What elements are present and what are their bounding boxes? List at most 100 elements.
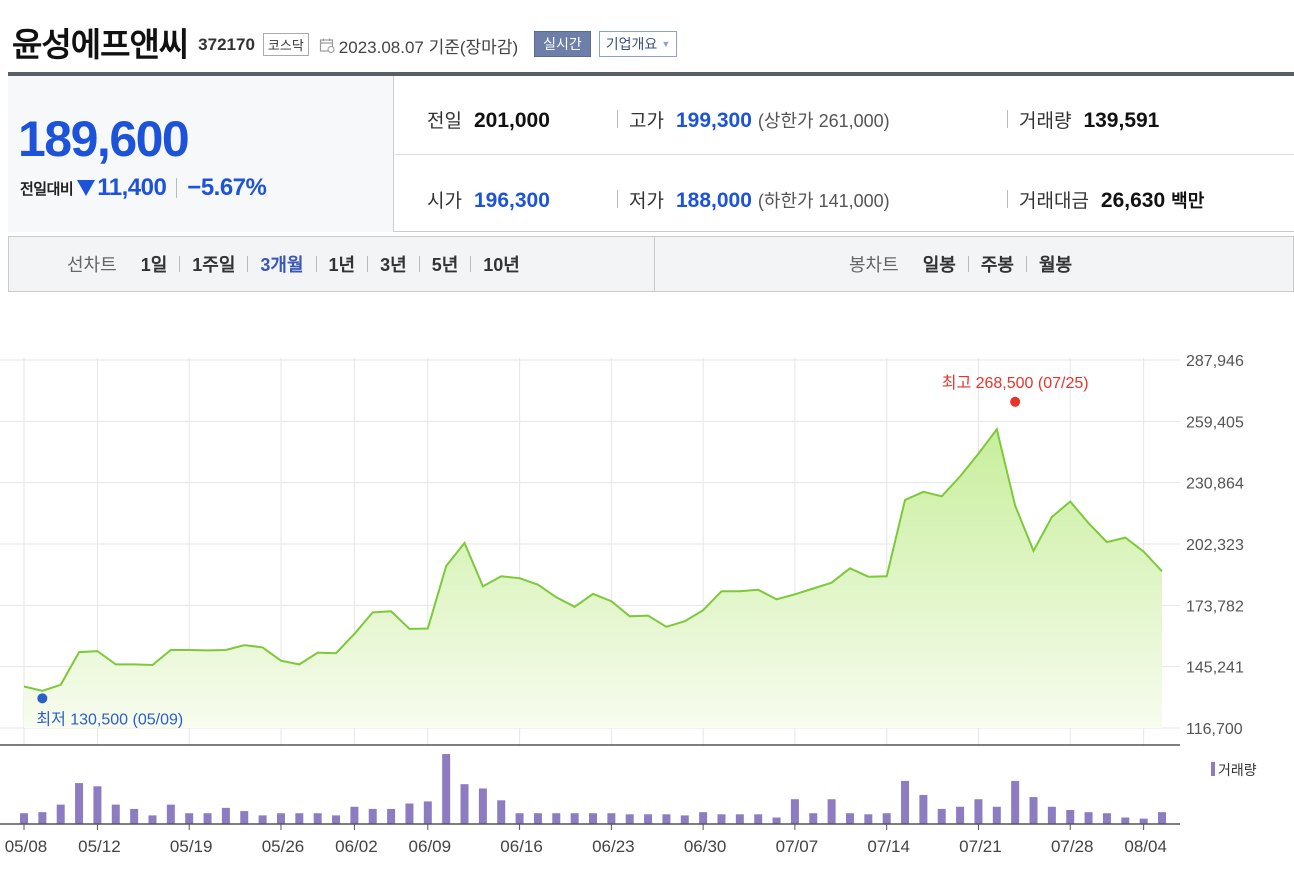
volume-bar: [625, 814, 634, 824]
y-tick-label: 145,241: [1186, 660, 1244, 677]
x-tick-label: 05/26: [262, 837, 305, 856]
calendar-icon: [319, 37, 335, 53]
volume-bar: [919, 794, 928, 824]
x-tick-label: 06/02: [335, 837, 378, 856]
stat-open: 시가 196,300: [427, 186, 550, 213]
volume-bar: [295, 813, 304, 824]
x-tick-label: 07/14: [867, 837, 910, 856]
divider: [179, 256, 181, 272]
volume-bar: [1121, 817, 1130, 824]
change-rate: −5.67%: [187, 174, 267, 201]
candle-chart-title: 봉차트: [849, 255, 899, 275]
x-tick-label: 07/28: [1051, 837, 1094, 856]
volume-bar: [1084, 812, 1093, 824]
realtime-button[interactable]: 실시간: [534, 31, 591, 57]
volume-bar: [240, 811, 249, 824]
price-chart: 287,946 259,405 230,864 202,323 173,782 145,2…: [0, 353, 1257, 856]
volume-bar: [901, 780, 910, 824]
volume-bar: [313, 813, 322, 824]
volume-bar: [533, 813, 542, 824]
volume-bar: [148, 815, 157, 824]
base-date: 2023.08.07 기준(장마감): [338, 37, 519, 57]
stat-value: 201,000: [473, 109, 550, 132]
volume-bar: [332, 815, 341, 824]
volume-bar: [75, 783, 84, 824]
x-tick-label: 07/07: [776, 837, 819, 856]
price-area: [24, 429, 1162, 728]
volume-bar: [827, 799, 836, 824]
volume-bar: [1029, 797, 1038, 824]
tab-weekly-candle[interactable]: 주봉: [980, 255, 1014, 275]
tab-1day[interactable]: 1일: [140, 255, 168, 275]
stat-sub: (상한가 261,000): [757, 111, 890, 131]
overview-label: 기업개요: [605, 36, 658, 52]
y-tick-label: 259,405: [1186, 414, 1244, 431]
volume-bar: [442, 754, 451, 824]
price-stats: 전일 201,000 고가 199,300 (상한가 261,000) 거래량 …: [395, 76, 1294, 232]
tab-10year[interactable]: 10년: [483, 255, 520, 275]
x-tick-label: 05/12: [78, 837, 121, 856]
chart-period-tabs: 선차트 1일 1주일 3개월 1년 3년 5년 10년 봉차트 일봉 주봉 월봉: [8, 236, 1294, 292]
stock-header: 윤성에프앤씨 372170 코스닥 2023.08.07 기준(장마감) 실시간…: [12, 18, 678, 66]
company-overview-dropdown[interactable]: 기업개요 ▼: [598, 31, 678, 57]
volume-bar: [258, 815, 267, 824]
stat-high: 고가 199,300 (상한가 261,000): [629, 106, 890, 133]
volume-bar: [478, 788, 487, 824]
divider: [617, 190, 618, 208]
volume-bar: [937, 808, 946, 824]
company-name: 윤성에프앤씨: [12, 26, 189, 63]
volume-legend-swatch: [1211, 762, 1215, 776]
volume-bar: [956, 806, 965, 824]
divider: [654, 237, 655, 291]
stat-prev-close: 전일 201,000: [427, 106, 550, 133]
change-amount: 11,400: [97, 174, 167, 201]
stat-label: 시가: [427, 191, 462, 212]
volume-bar: [56, 804, 65, 824]
tab-5year[interactable]: 5년: [431, 255, 459, 275]
min-label: 최저 130,500 (05/09): [36, 710, 183, 728]
down-arrow-icon: [77, 180, 96, 196]
max-point-marker: [1010, 396, 1021, 407]
tab-3year[interactable]: 3년: [380, 255, 407, 275]
stat-value: 196,300: [473, 189, 550, 212]
stat-volume: 거래량 139,591: [1019, 106, 1159, 133]
divider: [470, 256, 472, 272]
tab-daily-candle[interactable]: 일봉: [922, 255, 956, 275]
x-tick-label: 08/04: [1124, 837, 1167, 856]
volume-bar: [221, 807, 230, 824]
volume-bar: [772, 817, 781, 824]
volume-bar: [185, 813, 194, 824]
tab-3month[interactable]: 3개월: [260, 255, 304, 275]
volume-bar: [515, 813, 524, 824]
volume-bar: [203, 813, 212, 824]
tab-monthly-candle[interactable]: 월봉: [1038, 255, 1073, 275]
market-badge: 코스닥: [262, 32, 309, 56]
tab-1week[interactable]: 1주일: [192, 255, 236, 275]
volume-bar: [717, 814, 726, 824]
volume-bar: [460, 784, 469, 824]
volume-bar: [809, 813, 818, 824]
volume-legend: 거래량: [1218, 762, 1257, 778]
price-line: [23, 427, 1163, 692]
volume-bar: [607, 813, 616, 824]
volume-bar: [1158, 812, 1166, 824]
volume-bar: [882, 813, 891, 824]
stat-label: 고가: [629, 111, 664, 132]
volume-bar: [552, 813, 561, 824]
divider: [967, 256, 969, 272]
line-chart-title: 선차트: [67, 255, 117, 275]
volume-bar: [699, 812, 708, 824]
volume-bar: [350, 806, 359, 824]
volume-bar: [1047, 806, 1056, 824]
price-panel: 189,600 전일대비 11,400 −5.67% 전일 201,000 고가…: [8, 72, 1294, 232]
stat-unit: 백만: [1171, 191, 1205, 211]
tab-1year[interactable]: 1년: [328, 255, 356, 275]
volume-bar: [680, 815, 689, 824]
volume-bar: [644, 814, 653, 824]
volume-bar: [735, 814, 744, 824]
stat-value: 188,000: [675, 189, 752, 212]
divider: [315, 256, 317, 272]
volume-bar: [992, 806, 1001, 824]
divider: [395, 154, 1294, 155]
volume-bar: [1066, 810, 1075, 824]
